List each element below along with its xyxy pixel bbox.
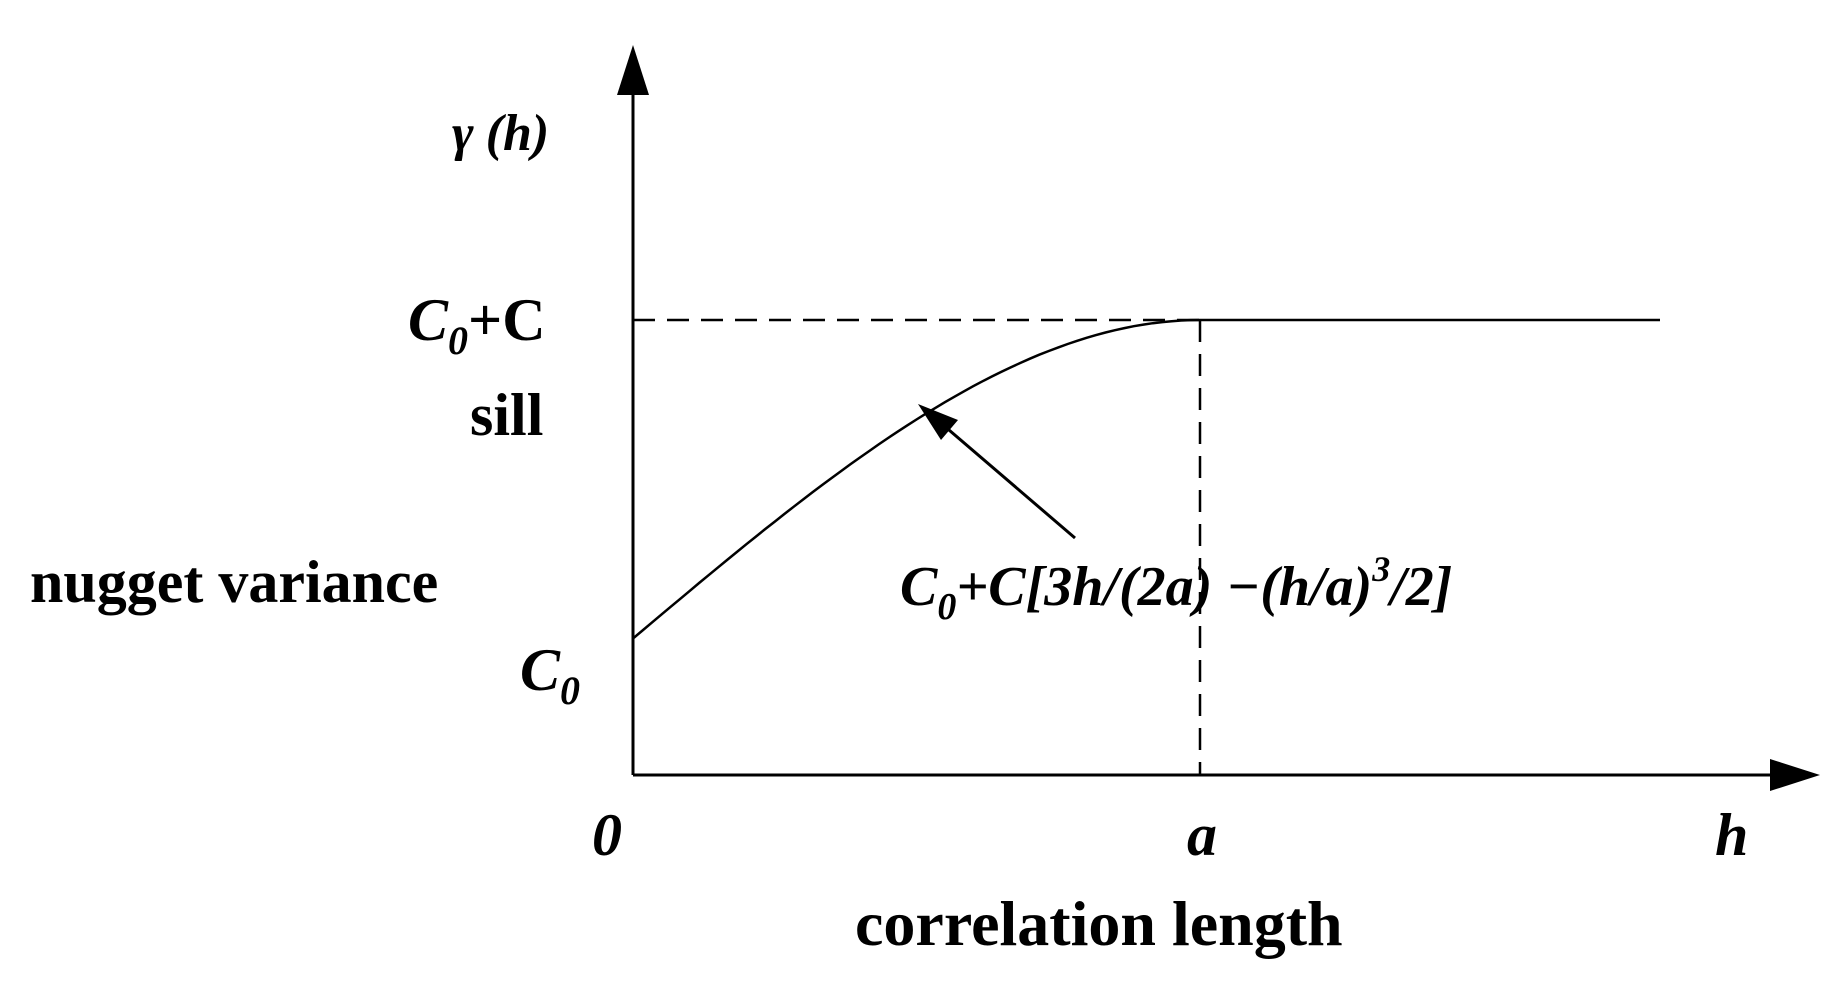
nugget-variance-label: nugget variance (30, 549, 438, 615)
model-formula: C0+C[3h/(2a) −(h/a)3/2] (900, 549, 1452, 628)
y-axis-label: γ (h) (452, 105, 549, 162)
formula-pointer-arrowhead (918, 404, 958, 440)
x-axis-label: h (1715, 802, 1748, 868)
sill-value-label: C0+C (408, 287, 546, 363)
correlation-length-label: correlation length (855, 888, 1343, 959)
formula-pointer-arrow (927, 410, 1076, 540)
spherical-model-curve (632, 318, 1201, 640)
origin-label: 0 (592, 802, 622, 868)
nugget-value-label: C0 (520, 637, 580, 713)
range-symbol-label: a (1187, 802, 1217, 868)
sill-label: sill (470, 382, 543, 448)
y-axis-arrowhead (617, 45, 649, 95)
x-axis-arrowhead (1770, 759, 1820, 791)
